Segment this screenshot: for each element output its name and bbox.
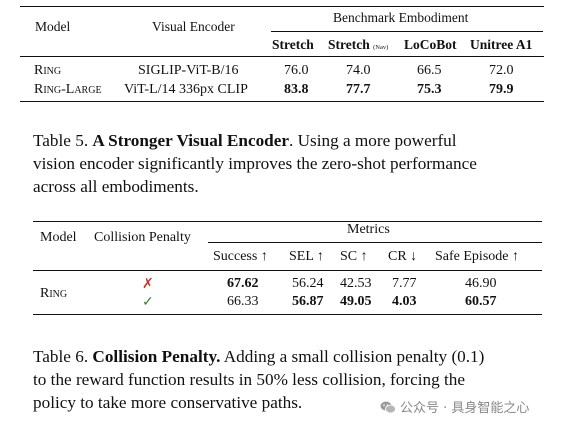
- table5-row2-stretch-nav: 77.7: [346, 82, 371, 97]
- table5-row2-locobot: 75.3: [417, 82, 442, 97]
- table5-caption-line1: Table 5. A Stronger Visual Encoder. Usin…: [33, 129, 553, 152]
- table6-row2-success: 66.33: [227, 294, 259, 309]
- table6-caption: Table 6. Collision Penalty. Adding a sma…: [33, 345, 553, 414]
- table5-row1-stretch: 76.0: [284, 63, 309, 78]
- table6-row1-sc: 42.53: [340, 276, 372, 291]
- table5-row1-stretch-nav: 74.0: [346, 63, 371, 78]
- table5-caption-title: A Stronger Visual Encoder: [92, 131, 289, 150]
- watermark: 公众号 · 具身智能之心: [380, 397, 529, 416]
- table5-row2-encoder: ViT-L/14 336px CLIP: [124, 82, 248, 97]
- table6-caption-line3: policy to take more conservative paths.: [33, 393, 303, 412]
- table5-mid-rule: [20, 56, 544, 57]
- check-icon: ✓: [142, 295, 154, 310]
- table5-row1-locobot: 66.5: [417, 63, 442, 78]
- table6-col-sc: SC ↑: [340, 249, 368, 264]
- table6-header-penalty: Collision Penalty: [94, 230, 191, 245]
- table5-group-rule: [271, 31, 543, 32]
- table6-mid-rule: [33, 270, 542, 271]
- table5-col-stretch-nav: Stretch (Nav): [328, 37, 388, 53]
- table6-row1-safe: 46.90: [465, 276, 497, 291]
- table5-header-model: Model: [35, 19, 71, 34]
- table6-col-sel: SEL ↑: [289, 249, 324, 264]
- table6-group-rule: [208, 242, 542, 243]
- table6-row2-safe: 60.57: [465, 294, 497, 309]
- table6-row2-cr: 4.03: [392, 294, 417, 309]
- table5-caption-line3: across all embodiments.: [33, 177, 199, 196]
- table6-bottom-rule: [33, 314, 542, 315]
- watermark-text: 公众号 · 具身智能之心: [400, 401, 530, 416]
- table6-row2-sel: 56.87: [292, 294, 324, 309]
- table5-row1-model: Ring: [34, 63, 62, 78]
- table6-caption-line1: Table 6. Collision Penalty. Adding a sma…: [33, 345, 553, 368]
- table5-row2-model: Ring-Large: [34, 82, 102, 97]
- table5-caption-label: Table 5.: [33, 131, 89, 150]
- table6-header-model: Model: [40, 230, 77, 245]
- table5-col-unitree: Unitree A1: [470, 37, 533, 52]
- wechat-icon: [380, 401, 396, 414]
- table5-header-group: Benchmark Embodiment: [333, 10, 469, 25]
- table6-model: Ring: [40, 286, 68, 301]
- table5-col-locobot: LoCoBot: [404, 37, 457, 52]
- table6-col-success: Success ↑: [213, 249, 268, 264]
- table5-row1-encoder: SIGLIP-ViT-B/16: [138, 63, 239, 78]
- table5-top-rule: [20, 6, 544, 7]
- table5-caption-line2: vision encoder significantly improves th…: [33, 154, 477, 173]
- table6-header-group: Metrics: [347, 222, 390, 237]
- table5-caption-line1-rest: . Using a more powerful: [289, 131, 457, 150]
- table6-row1-sel: 56.24: [292, 276, 324, 291]
- cross-icon: ✗: [142, 277, 154, 292]
- table5-col-stretch: Stretch: [272, 37, 314, 52]
- table5-caption: Table 5. A Stronger Visual Encoder. Usin…: [33, 129, 553, 198]
- table6-caption-label: Table 6.: [33, 347, 89, 366]
- table5-row1-unitree: 72.0: [489, 63, 514, 78]
- table5-bottom-rule: [20, 101, 544, 102]
- table5-row2-stretch: 83.8: [284, 82, 309, 97]
- table6-caption-line1-rest: Adding a small collision penalty (0.1): [220, 347, 485, 366]
- table6-col-cr: CR ↓: [388, 249, 418, 264]
- table6-row1-cr: 7.77: [392, 276, 417, 291]
- table5-row2-unitree: 79.9: [489, 82, 514, 97]
- table5-col-stretch-nav-label: Stretch: [328, 37, 370, 52]
- table6-col-safe: Safe Episode ↑: [435, 249, 519, 264]
- table6-top-rule: [33, 221, 542, 222]
- table6-row1-success: 67.62: [227, 276, 259, 291]
- table5-nav-tag: (Nav): [373, 44, 389, 51]
- table6-caption-title: Collision Penalty.: [92, 347, 221, 366]
- table6-row2-sc: 49.05: [340, 294, 372, 309]
- table6-caption-line2: to the reward function results in 50% le…: [33, 370, 465, 389]
- table5-header-encoder: Visual Encoder: [152, 19, 235, 34]
